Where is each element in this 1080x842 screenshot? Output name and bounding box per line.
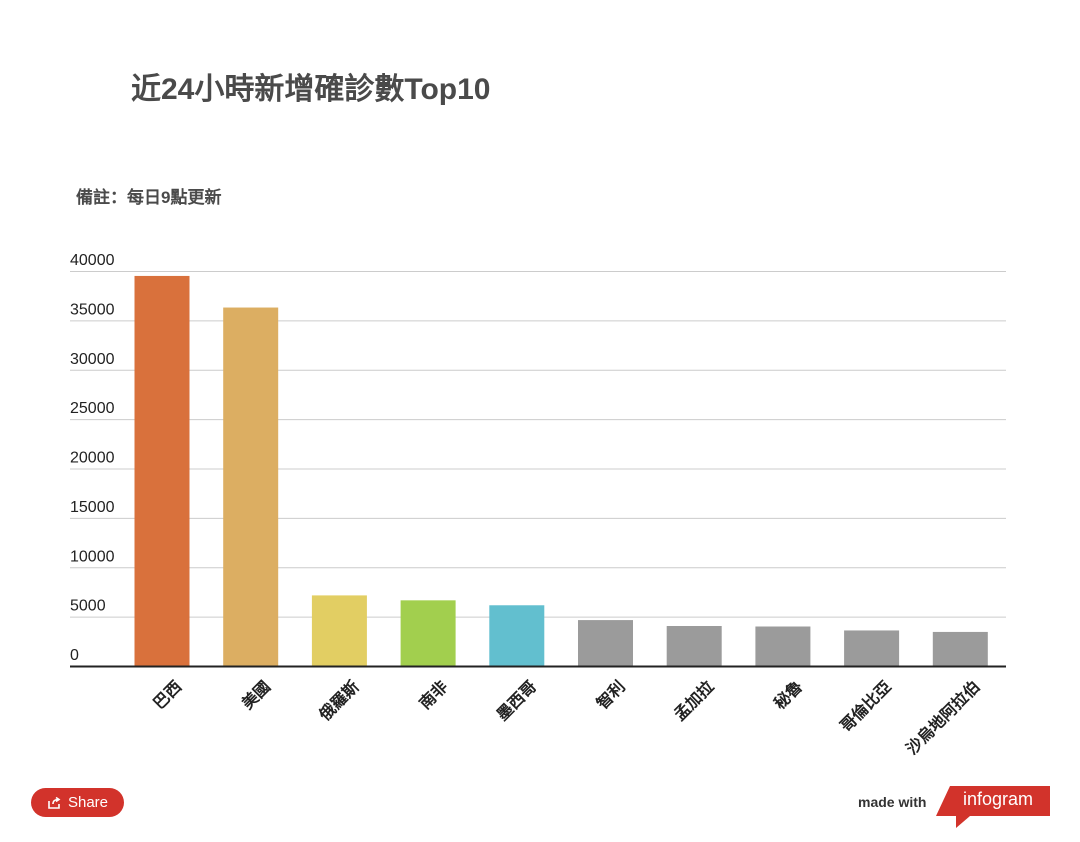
infogram-logo-shape: [936, 786, 1050, 828]
y-tick-label: 25000: [70, 400, 115, 417]
infogram-brand: infogram: [963, 789, 1034, 809]
bar[interactable]: [755, 626, 811, 667]
bar[interactable]: [666, 626, 722, 666]
y-tick-label: 5000: [70, 598, 106, 615]
bar[interactable]: [134, 275, 190, 666]
bar[interactable]: [932, 631, 988, 666]
y-tick-label: 30000: [70, 351, 115, 368]
share-label: Share: [67, 794, 109, 811]
made-with-text: made with: [858, 794, 927, 810]
x-tick-label: 智利: [593, 677, 629, 713]
chart-note: 備註：每日9點更新: [76, 188, 222, 207]
y-tick-label: 15000: [70, 499, 115, 516]
bar[interactable]: [223, 307, 279, 666]
x-tick-label: 美國: [238, 677, 274, 713]
x-tick-label: 秘魯: [770, 677, 806, 713]
share-button[interactable]: Share: [31, 788, 124, 817]
x-tick-label: 哥倫比亞: [836, 677, 895, 736]
chart-title: 近24小時新增確診數Top10: [131, 73, 491, 106]
bars: [134, 275, 988, 667]
y-tick-label: 0: [70, 647, 79, 664]
y-axis-ticks: 40000 35000 30000 25000 20000 15000 10000 5000 0: [70, 252, 115, 664]
y-tick-label: 10000: [70, 548, 115, 565]
bar[interactable]: [311, 595, 367, 666]
y-tick-label: 20000: [70, 450, 115, 467]
x-tick-label: 巴西: [149, 677, 185, 713]
x-tick-label: 墨西哥: [493, 677, 540, 724]
gridlines: [70, 271, 1006, 618]
y-tick-label: 35000: [70, 301, 115, 318]
x-tick-label: 俄羅斯: [315, 677, 363, 725]
bar[interactable]: [844, 630, 900, 666]
share-icon: [48, 796, 61, 809]
x-tick-label: 南非: [415, 677, 451, 713]
bar[interactable]: [400, 600, 456, 666]
x-axis-labels: 巴西 美國 俄羅斯 南非 墨西哥 智利 孟加拉 秘魯 哥倫比亞 沙烏地阿拉伯: [149, 677, 983, 758]
x-tick-label: 沙烏地阿拉伯: [902, 677, 983, 758]
bar[interactable]: [578, 620, 633, 666]
y-tick-label: 40000: [70, 252, 115, 269]
x-tick-label: 孟加拉: [670, 677, 717, 724]
infogram-logo[interactable]: [936, 786, 1050, 830]
bar[interactable]: [489, 605, 545, 666]
